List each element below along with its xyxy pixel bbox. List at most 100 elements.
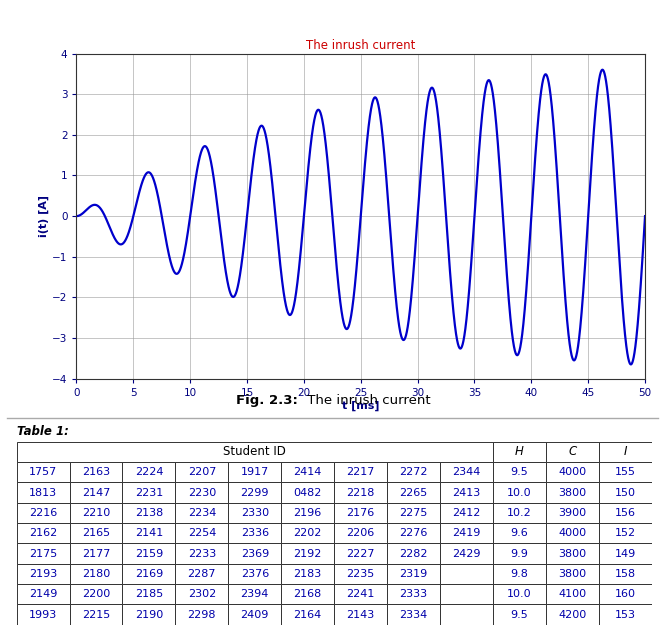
Bar <box>334 503 387 523</box>
Text: 3800: 3800 <box>558 548 587 558</box>
Y-axis label: i(t) [A]: i(t) [A] <box>39 195 49 237</box>
Text: 3800: 3800 <box>558 488 587 497</box>
Bar <box>440 462 493 482</box>
Text: 160: 160 <box>614 589 636 599</box>
Text: 2369: 2369 <box>241 548 269 558</box>
Bar <box>70 604 122 625</box>
Text: C: C <box>568 445 577 458</box>
Bar <box>176 482 228 503</box>
Bar <box>228 604 281 625</box>
Bar <box>440 523 493 543</box>
Bar <box>228 462 281 482</box>
Bar <box>70 543 122 563</box>
Bar <box>70 523 122 543</box>
Text: 2330: 2330 <box>241 508 269 518</box>
Bar <box>70 482 122 503</box>
Bar <box>281 563 334 584</box>
Text: 2419: 2419 <box>452 528 481 538</box>
Bar <box>17 482 70 503</box>
Bar <box>176 604 228 625</box>
Text: 155: 155 <box>614 467 636 477</box>
Text: 2183: 2183 <box>293 569 322 579</box>
Bar <box>228 482 281 503</box>
Text: 2143: 2143 <box>346 610 375 620</box>
Bar <box>387 482 440 503</box>
Text: 149: 149 <box>614 548 636 558</box>
Text: 2333: 2333 <box>400 589 428 599</box>
Text: 2162: 2162 <box>29 528 57 538</box>
Text: 2176: 2176 <box>346 508 375 518</box>
Text: 2276: 2276 <box>400 528 428 538</box>
Text: 158: 158 <box>614 569 636 579</box>
Bar <box>598 543 652 563</box>
Bar <box>440 543 493 563</box>
Text: 2149: 2149 <box>29 589 57 599</box>
Bar <box>598 462 652 482</box>
Bar <box>440 482 493 503</box>
Text: 2272: 2272 <box>399 467 428 477</box>
Bar <box>440 604 493 625</box>
Bar <box>440 503 493 523</box>
Text: 2235: 2235 <box>346 569 375 579</box>
Text: 2196: 2196 <box>293 508 322 518</box>
Text: 2180: 2180 <box>82 569 110 579</box>
Bar <box>546 584 598 604</box>
Bar <box>493 584 546 604</box>
Bar <box>598 563 652 584</box>
Bar <box>122 543 176 563</box>
Bar <box>17 442 493 462</box>
Bar <box>70 563 122 584</box>
Bar <box>122 523 176 543</box>
Title: The inrush current: The inrush current <box>306 40 416 52</box>
Bar <box>493 604 546 625</box>
Text: 4000: 4000 <box>558 528 587 538</box>
Text: 2207: 2207 <box>188 467 216 477</box>
Text: 2230: 2230 <box>188 488 216 497</box>
Text: 2190: 2190 <box>135 610 163 620</box>
Bar <box>546 604 598 625</box>
Bar <box>440 584 493 604</box>
Bar <box>228 503 281 523</box>
Bar <box>546 503 598 523</box>
Bar <box>493 503 546 523</box>
Bar <box>387 563 440 584</box>
Text: 4000: 4000 <box>558 467 587 477</box>
Text: 4200: 4200 <box>558 610 587 620</box>
Text: 2168: 2168 <box>293 589 322 599</box>
Text: 2344: 2344 <box>452 467 481 477</box>
Bar <box>228 563 281 584</box>
Bar <box>281 462 334 482</box>
Text: 3900: 3900 <box>558 508 587 518</box>
Text: 2394: 2394 <box>241 589 269 599</box>
Bar <box>176 584 228 604</box>
Text: 9.6: 9.6 <box>511 528 528 538</box>
Bar <box>598 503 652 523</box>
Bar <box>281 543 334 563</box>
Text: 2215: 2215 <box>82 610 110 620</box>
Text: The inrush current: The inrush current <box>303 394 430 408</box>
Text: 2206: 2206 <box>346 528 375 538</box>
Bar <box>598 604 652 625</box>
Text: 2210: 2210 <box>82 508 110 518</box>
Text: 2163: 2163 <box>82 467 110 477</box>
Bar <box>493 543 546 563</box>
Text: 150: 150 <box>614 488 636 497</box>
Bar <box>281 503 334 523</box>
Bar <box>493 563 546 584</box>
Text: 2175: 2175 <box>29 548 57 558</box>
Text: 1757: 1757 <box>29 467 57 477</box>
Bar <box>228 584 281 604</box>
Bar <box>493 482 546 503</box>
Text: 2147: 2147 <box>82 488 110 497</box>
Text: 2413: 2413 <box>452 488 481 497</box>
Text: 1993: 1993 <box>29 610 57 620</box>
Bar <box>122 462 176 482</box>
Text: 2336: 2336 <box>241 528 269 538</box>
Text: 2265: 2265 <box>400 488 428 497</box>
Text: 2287: 2287 <box>188 569 216 579</box>
Text: 2429: 2429 <box>452 548 481 558</box>
Bar <box>334 563 387 584</box>
Text: 156: 156 <box>614 508 636 518</box>
Bar <box>228 523 281 543</box>
Bar <box>176 563 228 584</box>
